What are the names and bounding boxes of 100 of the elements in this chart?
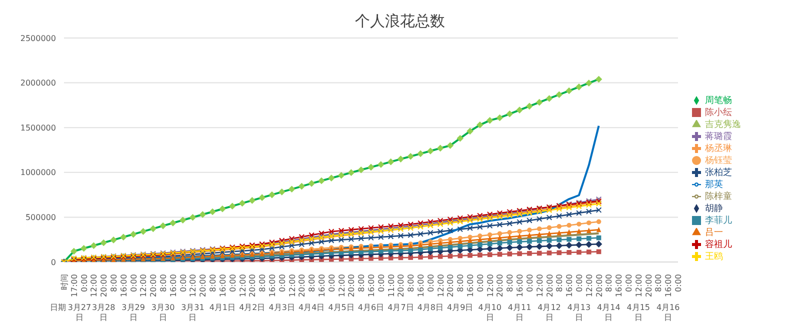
x-tick-label: 16:00 [367, 274, 376, 298]
x-tick-label: 12:00 [288, 274, 297, 298]
legend-label: 王鸥 [705, 252, 723, 262]
text: 4月11日 [508, 303, 532, 322]
text: 3月28日 [92, 303, 116, 322]
x-tick-label: 12:00 [436, 274, 446, 298]
x-tick-label: 12:00 [486, 274, 495, 298]
x-tick-label: 0:00 [525, 274, 534, 292]
legend-label: 杨钰莹 [705, 156, 732, 166]
text: 3月27日 [68, 303, 92, 322]
x-tick-label: 17:00 [70, 274, 79, 298]
legend-label: 蒋璐霞 [705, 132, 732, 142]
text: 3月31日 [181, 303, 204, 322]
text: 4月15日 [626, 303, 650, 322]
x-tick-label: 16:00 [119, 274, 128, 298]
x-tick-label: 16:00 [565, 274, 574, 298]
text: 4月6日 [358, 303, 384, 312]
x-tick-label: 8:00 [604, 274, 614, 292]
x-tick-label: 0:00 [178, 274, 188, 292]
x-tick-label: 12:00 [535, 274, 544, 298]
x-tick-label: 20:00 [347, 274, 356, 298]
y-tick-label: 2000000 [20, 78, 56, 88]
x-tick-label: 0:00 [624, 274, 634, 292]
text: 4月8日 [417, 303, 444, 312]
x-tick-label: 12:00 [90, 274, 99, 298]
y-tick-label: 1000000 [20, 168, 56, 178]
x-tick-label: 0:00 [376, 274, 386, 292]
text: 4月10日 [478, 303, 502, 322]
x-tick-label: 12:00 [634, 274, 644, 298]
x-tick-label: 16:00 [614, 274, 624, 298]
x-tick-label: 20:00 [496, 274, 505, 298]
x-tick-label: 0:00 [674, 274, 683, 292]
text: 4月7日 [388, 303, 414, 312]
x-tick-label: 16:00 [268, 274, 277, 298]
text: 4月13日 [567, 303, 591, 322]
x-tick-label: 0:00 [574, 274, 584, 292]
x-tick-label: 0:00 [327, 274, 336, 292]
x-tick-label: 时间 [60, 274, 69, 290]
x-tick-label: 8:00 [406, 274, 416, 292]
x-tick-label: 8:00 [506, 274, 515, 292]
legend-label: 胡静 [705, 204, 723, 214]
x-tick-label: 12:00 [188, 274, 198, 298]
legend-label: 张柏芝 [705, 168, 732, 178]
text: 4月2日 [239, 303, 266, 312]
x-tick-label: 0:00 [80, 274, 89, 292]
x-tick-label: 8:00 [308, 274, 317, 292]
text: 4月16日 [656, 303, 680, 322]
legend-label: 李菲儿 [705, 216, 732, 226]
x-tick-label: 11:00 [386, 274, 396, 298]
x-tick-label: 20:00 [198, 274, 208, 298]
text: 4月5日 [328, 303, 354, 312]
x-tick-label: 0:00 [426, 274, 436, 292]
x-tick-label: 16:00 [218, 274, 228, 298]
x-tick-label: 8:00 [159, 274, 168, 292]
x-tick-label: 20:00 [298, 274, 307, 298]
text: 4月9日 [447, 303, 474, 312]
x-tick-label: 12:00 [139, 274, 148, 298]
y-tick-label: 2500000 [20, 34, 56, 43]
chart-title: 个人浪花总数 [354, 11, 446, 32]
x-tick-label: 16:00 [664, 274, 674, 298]
text: 4月12日 [538, 303, 561, 322]
x-tick-label: 12:00 [584, 274, 594, 298]
x-tick-label: 8:00 [258, 274, 268, 292]
x-tick-label: 8:00 [110, 274, 119, 292]
x-tick-label: 8:00 [208, 274, 218, 292]
x-tick-label: 0:00 [278, 274, 287, 292]
x-tick-label: 0:00 [476, 274, 485, 292]
x-tick-label: 8:00 [555, 274, 564, 292]
text: 4月3日 [268, 303, 295, 312]
x-tick-label: 20:00 [149, 274, 158, 298]
x-tick-label: 20:00 [545, 274, 554, 298]
y-tick-label: 0 [50, 258, 56, 267]
x-tick-label: 0:00 [228, 274, 238, 292]
x-tick-label: 20:00 [248, 274, 258, 298]
x-tick-label: 16:00 [516, 274, 525, 298]
x-tick-label: 0:00 [129, 274, 138, 292]
text: 3月30日 [151, 303, 175, 322]
x-tick-label: 20:00 [594, 274, 604, 298]
x-tick-label: 20:00 [396, 274, 406, 298]
text: 4月1日 [209, 303, 236, 312]
y-tick-label: 500000 [25, 213, 56, 222]
legend-label: 陈梓童 [705, 192, 732, 202]
text: 日期 [50, 303, 66, 312]
x-tick-label: 8:00 [654, 274, 664, 292]
x-tick-label: 8:00 [357, 274, 366, 292]
text: 4月14日 [597, 303, 620, 322]
legend-label: 周笔畅 [705, 96, 732, 106]
legend-label: 陈小纭 [705, 108, 732, 118]
x-tick-label: 20:00 [100, 274, 109, 298]
legend-label: 吉克隽逸 [705, 120, 741, 130]
x-tick-label: 16:00 [416, 274, 426, 298]
x-tick-label: 12:00 [238, 274, 248, 298]
x-tick-label: 16:00 [168, 274, 178, 298]
x-tick-label: 20:00 [644, 274, 654, 298]
legend-label: 容祖儿 [705, 240, 732, 250]
x-tick-label: 12:00 [337, 274, 346, 298]
x-tick-label: 16:00 [466, 274, 476, 298]
legend-label: 吕一 [705, 228, 723, 238]
x-tick-label: 8:00 [456, 274, 466, 292]
legend-label: 杨丞琳 [705, 144, 732, 154]
